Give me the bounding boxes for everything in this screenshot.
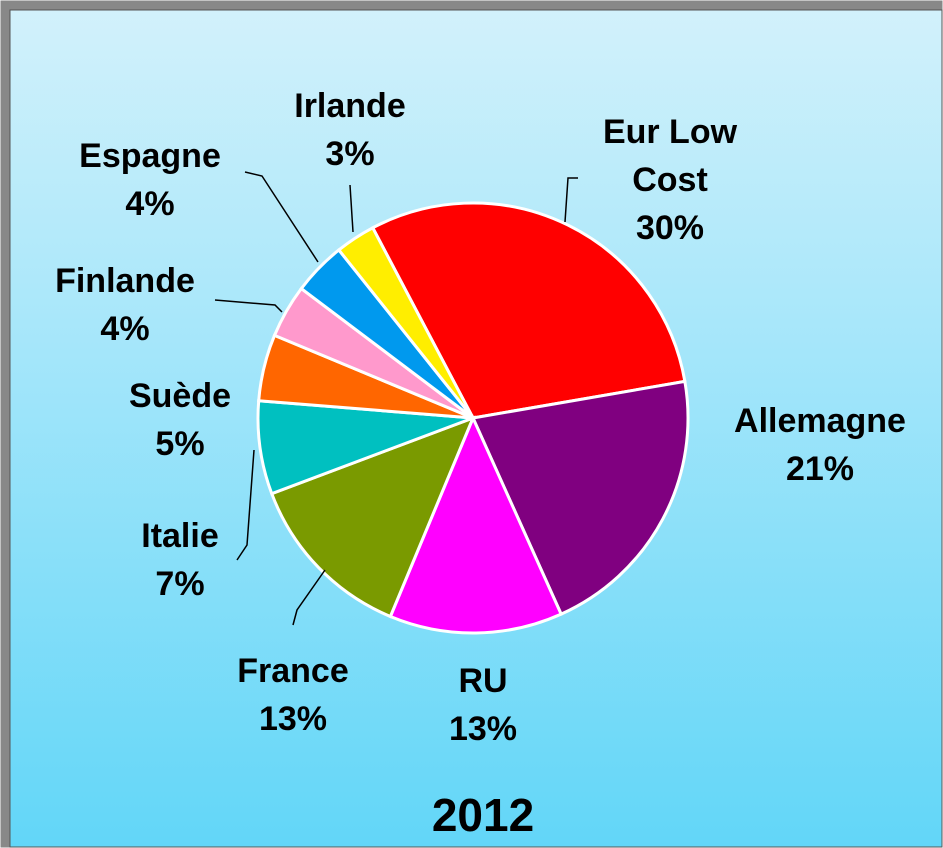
category-label: Espagne (79, 137, 221, 175)
chart-title: 2012 (431, 789, 535, 841)
slice-label: RU 13% (423, 657, 543, 753)
value-label: 13% (258, 700, 328, 738)
value-label: 5% (155, 425, 205, 463)
leader-line (244, 171, 319, 263)
leader-line (564, 177, 578, 223)
value-label: 30% (635, 209, 705, 247)
leader-line (349, 184, 354, 233)
leader-line (236, 449, 255, 561)
slice-label: Finlande 4% (25, 257, 225, 353)
leader-lines (214, 171, 578, 626)
category-label: Italie (141, 517, 219, 555)
slice-label: Espagne 4% (50, 132, 250, 228)
slice-label: Italie 7% (105, 512, 255, 608)
category-label: Suède (128, 377, 232, 415)
pie-slice (370, 201, 687, 420)
slice-label: Eur Low Cost 30% (575, 108, 765, 252)
leader-line (292, 569, 326, 626)
category-label: Eur Low Cost (602, 113, 738, 199)
value-label: 13% (448, 710, 518, 748)
category-label: Irlande (294, 87, 406, 125)
value-label: 7% (155, 565, 205, 603)
value-label: 4% (100, 310, 150, 348)
slice-label: Allemagne 21% (700, 397, 940, 493)
slice-label: Suède 5% (105, 372, 255, 468)
value-label: 4% (125, 185, 175, 223)
pie-slice (388, 414, 564, 635)
value-label: 3% (325, 135, 375, 173)
category-label: Finlande (55, 262, 195, 300)
slice-label: France 13% (203, 647, 383, 743)
pie (256, 201, 690, 635)
category-label: Allemagne (734, 402, 906, 440)
pie-slice (336, 225, 475, 419)
pie-slice (470, 379, 690, 617)
category-label: France (237, 652, 349, 690)
category-label: RU (458, 662, 508, 700)
slice-label: Irlande 3% (270, 82, 430, 178)
pie-slice (269, 415, 476, 619)
leader-line (214, 299, 283, 313)
value-label: 21% (785, 450, 855, 488)
